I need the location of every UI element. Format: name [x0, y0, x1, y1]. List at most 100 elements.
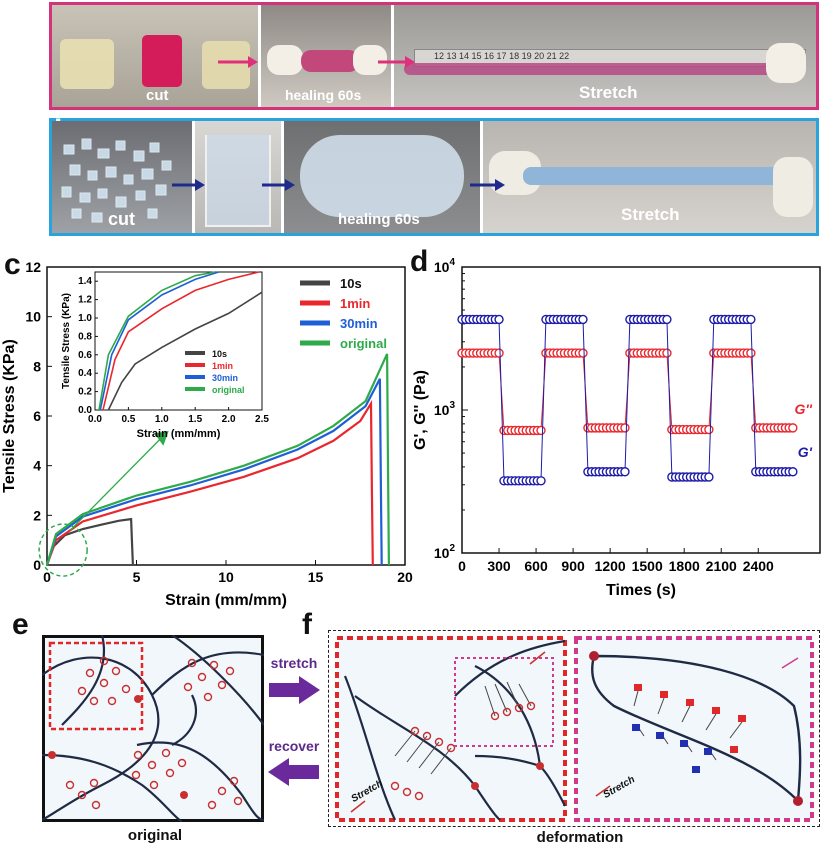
gel-stretched-long [404, 63, 784, 75]
y-tick-label-c: 6 [33, 408, 41, 424]
recover-arrow [268, 758, 319, 786]
healing-label-b: healing 60s [338, 211, 420, 228]
x-tick-label-d: 1800 [669, 558, 700, 574]
inset-y-tick-label: 1.0 [78, 313, 92, 324]
micelles-f [390, 701, 536, 801]
inset-x-tick-label: 0.5 [121, 414, 135, 425]
data-point-G' [620, 467, 630, 477]
deformed-frame [335, 636, 567, 822]
y-axis-label-c: Tensile Stress (KPa) [1, 339, 18, 493]
panel-e-label: e [12, 608, 29, 641]
arrow-b-2-head [285, 179, 295, 191]
panel-c-label: c [4, 248, 21, 281]
network-original [42, 635, 264, 822]
y-tick-label-c: 8 [33, 358, 41, 374]
stretch-arrow-shape [269, 676, 320, 704]
panel-a [49, 2, 819, 110]
y-tick-label-d: 104 [434, 257, 456, 275]
deformation-frame [328, 630, 820, 827]
legend-label-1min: 1min [340, 296, 370, 311]
network-deformed [335, 636, 567, 822]
series-line-G' [462, 318, 793, 482]
arrow-a-1-head [248, 56, 258, 68]
inset-series-1min [102, 271, 259, 411]
photo-b-beaker [195, 121, 281, 233]
data-point-G' [494, 314, 504, 325]
hand-left-a [267, 45, 303, 75]
series-line-original [45, 353, 390, 566]
stretch-arrow-f2 [350, 800, 366, 813]
micelle-clusters-e [65, 656, 243, 810]
annotation-g-double-prime: G'' [794, 401, 812, 417]
zoom-arrow-head-c [154, 430, 169, 446]
inset-x-tick-label: 1.0 [155, 414, 169, 425]
arrows-b [172, 179, 505, 191]
data-point-G'' [620, 423, 630, 433]
hand-right-a [353, 45, 387, 75]
arrow-b-3-head [495, 179, 505, 191]
zoomed-stretch-arrow-1 [781, 657, 799, 669]
chain-arms-f [394, 681, 532, 775]
panel-f-label: f [302, 608, 312, 641]
network-zoomed [574, 636, 814, 822]
arrows-a [218, 56, 415, 68]
gel-stretched-pink [301, 50, 359, 72]
data-point-G' [536, 476, 546, 486]
x-tick-label-d: 2400 [743, 558, 774, 574]
gel-stretched-blue [523, 167, 785, 185]
inset-y-tick-label: 0.6 [78, 350, 92, 361]
y-tick-label-c: 4 [33, 458, 41, 474]
recover-arrow-label: recover [268, 738, 320, 754]
photo-a-healing: healing 60s [261, 5, 391, 107]
chart-c: 0 5 10 15 20 0 2 4 6 8 10 12 Strain (mm/mm) Tensile S… [1, 259, 413, 609]
stretch-arrow [269, 676, 320, 704]
y-tick-label-c: 0 [33, 557, 41, 573]
series-line-1min [45, 399, 374, 566]
x-tick-label-c: 20 [397, 569, 413, 585]
x-tick-label-d: 2100 [706, 558, 737, 574]
inset-x-tick-label: 2.0 [222, 414, 236, 425]
hand-right-a2 [766, 43, 806, 83]
data-point-G' [746, 314, 756, 325]
y-tick-label-c: 12 [25, 259, 41, 275]
inset-series-30min [99, 271, 219, 411]
data-point-G'' [662, 348, 672, 358]
beaker [205, 135, 271, 227]
inset-y-tick-label: 0.8 [78, 331, 92, 342]
inset-y-axis-label: Tensile Stress (KPa) [61, 293, 72, 389]
x-tick-label-d: 600 [524, 558, 548, 574]
panel-b [49, 118, 819, 236]
inset-y-tick-label: 0.4 [78, 368, 92, 379]
inset-x-tick-label: 2.5 [255, 414, 269, 425]
caption-deformation: deformation [536, 829, 624, 846]
inset-series-10s [107, 291, 263, 411]
inset-x-axis-label: Strain (mm/mm) [137, 428, 221, 440]
series-line-30min [45, 378, 383, 566]
x-tick-label-d: 900 [561, 558, 585, 574]
x-tick-label-c: 0 [43, 569, 51, 585]
cut-label-a: cut [146, 87, 169, 104]
inset-legend-label-1min: 1min [212, 361, 233, 371]
legend-label-original: original [340, 336, 387, 351]
data-point-G'' [704, 424, 714, 435]
inset-legend-label-10s: 10s [212, 349, 227, 359]
gel-cube-left [60, 39, 114, 89]
plot-frame-d [461, 266, 821, 554]
inset-y-tick-label: 1.2 [78, 295, 92, 306]
zoomed-blue-heads [632, 724, 712, 773]
inset-y-tick-label: 1.4 [78, 276, 92, 287]
gel-pieces [61, 138, 172, 223]
x-axis-label-c: Strain (mm/mm) [165, 592, 287, 609]
data-point-G'' [494, 348, 504, 358]
x-tick-label-d: 1200 [595, 558, 626, 574]
stretch-arrow-f1 [529, 651, 546, 665]
arrow-b-1-head [195, 179, 205, 191]
zoomed-frame [574, 636, 814, 822]
network-chains-e [42, 635, 264, 822]
inset-frame [94, 271, 263, 411]
ruler-text: 12 13 14 15 16 17 18 19 20 21 22 [434, 51, 570, 61]
inset-series-original [98, 271, 216, 411]
network-chains-f [343, 639, 566, 821]
inset-x-tick-label: 0.0 [88, 414, 102, 425]
data-point-G'' [788, 423, 798, 433]
